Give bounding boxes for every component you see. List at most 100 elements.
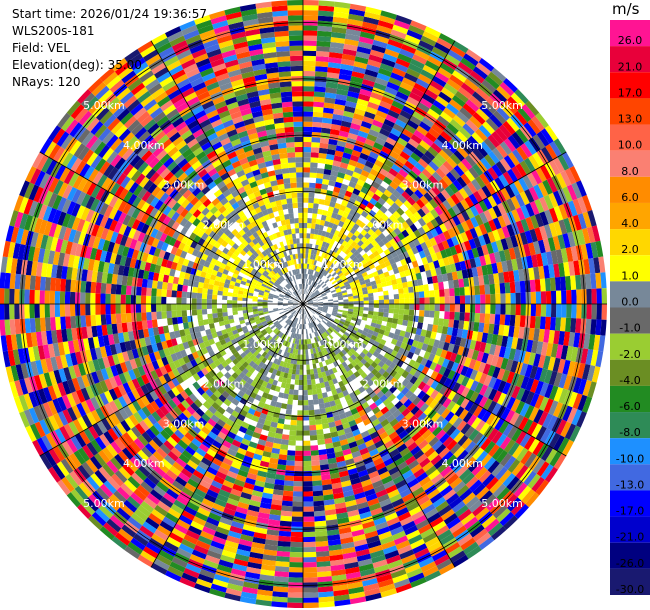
- velocity-gate: [208, 377, 217, 386]
- velocity-gate: [542, 238, 551, 253]
- velocity-gate: [216, 564, 233, 574]
- velocity-gate: [368, 310, 374, 316]
- velocity-gate: [303, 233, 307, 239]
- velocity-gate: [424, 60, 440, 72]
- velocity-gate: [342, 448, 352, 456]
- velocity-gate: [474, 225, 483, 237]
- velocity-gate: [289, 363, 294, 370]
- velocity-gate: [335, 455, 345, 463]
- velocity-gate: [406, 478, 419, 489]
- velocity-gate: [352, 337, 359, 343]
- velocity-gate: [560, 421, 572, 438]
- velocity-gate: [451, 327, 459, 337]
- velocity-gate: [331, 323, 337, 328]
- velocity-gate: [187, 353, 195, 362]
- velocity-gate: [304, 329, 307, 335]
- velocity-gate: [480, 294, 486, 304]
- velocity-gate: [512, 444, 524, 459]
- velocity-gate: [482, 233, 491, 245]
- velocity-gate: [175, 351, 183, 360]
- velocity-gate: [442, 160, 454, 172]
- velocity-gate: [248, 441, 258, 449]
- velocity-gate: [329, 326, 335, 332]
- velocity-gate: [235, 336, 242, 342]
- velocity-gate: [408, 415, 418, 425]
- velocity-gate: [181, 449, 193, 460]
- velocity-gate: [321, 479, 332, 486]
- velocity-gate: [220, 484, 233, 494]
- velocity-gate: [430, 380, 440, 390]
- velocity-gate: [459, 488, 473, 501]
- velocity-gate: [320, 387, 327, 394]
- velocity-gate: [299, 374, 303, 380]
- velocity-gate: [433, 138, 446, 150]
- velocity-gate: [304, 308, 306, 314]
- velocity-gate: [515, 193, 526, 208]
- velocity-gates: [0, 0, 607, 608]
- velocity-gate: [363, 206, 372, 214]
- velocity-gate: [408, 309, 415, 316]
- velocity-gate: [218, 559, 234, 569]
- velocity-gate: [337, 517, 350, 525]
- velocity-gate: [543, 194, 554, 210]
- velocity-gate: [140, 374, 150, 385]
- velocity-gate: [276, 422, 284, 430]
- velocity-gate: [267, 329, 273, 335]
- velocity-gate: [303, 308, 306, 315]
- velocity-gate: [330, 324, 336, 330]
- velocity-gate: [167, 399, 177, 410]
- velocity-gate: [377, 268, 384, 275]
- velocity-gate: [415, 78, 430, 89]
- velocity-gate: [338, 304, 344, 307]
- velocity-gate: [315, 292, 320, 296]
- velocity-gate: [515, 128, 529, 144]
- velocity-gate: [296, 307, 301, 313]
- velocity-gate: [410, 192, 420, 203]
- velocity-gate: [196, 386, 206, 396]
- velocity-gate: [343, 322, 350, 328]
- velocity-gate: [308, 274, 311, 280]
- velocity-gate: [323, 264, 328, 271]
- velocity-gate: [335, 334, 341, 340]
- velocity-gate: [158, 375, 167, 386]
- velocity-gate: [391, 146, 403, 156]
- velocity-gate: [434, 42, 450, 54]
- velocity-gate: [513, 110, 528, 126]
- velocity-gate: [341, 367, 348, 375]
- velocity-gate: [353, 351, 360, 358]
- velocity-gate: [477, 188, 488, 201]
- velocity-gate: [329, 175, 338, 182]
- velocity-gate: [474, 128, 488, 142]
- velocity-gate: [362, 313, 369, 318]
- velocity-gate: [388, 313, 394, 319]
- velocity-gate: [303, 465, 312, 472]
- velocity-gate: [312, 332, 316, 338]
- velocity-gate: [303, 531, 316, 538]
- velocity-gate: [269, 337, 275, 344]
- velocity-gate: [506, 336, 514, 349]
- velocity-gate: [309, 269, 313, 275]
- velocity-gate: [427, 108, 440, 120]
- velocity-gate: [157, 500, 171, 513]
- velocity-gate: [500, 304, 506, 315]
- velocity-gate: [271, 317, 277, 322]
- velocity-gate: [548, 264, 555, 279]
- velocity-gate: [440, 130, 453, 143]
- velocity-gate: [360, 319, 367, 325]
- velocity-gate: [303, 86, 315, 92]
- velocity-gate: [136, 376, 145, 387]
- velocity-gate: [341, 199, 349, 207]
- velocity-gate: [116, 486, 131, 500]
- velocity-gate: [407, 280, 414, 288]
- velocity-gate: [239, 333, 246, 340]
- velocity-gate: [254, 344, 261, 351]
- velocity-gate: [279, 311, 285, 315]
- velocity-gate: [403, 243, 412, 252]
- velocity-gate: [338, 470, 349, 478]
- velocity-gate: [598, 256, 606, 273]
- velocity-gate: [338, 351, 345, 358]
- velocity-gate: [348, 301, 354, 304]
- velocity-gate: [303, 106, 314, 112]
- velocity-gate: [227, 331, 234, 337]
- velocity-gate: [228, 493, 241, 502]
